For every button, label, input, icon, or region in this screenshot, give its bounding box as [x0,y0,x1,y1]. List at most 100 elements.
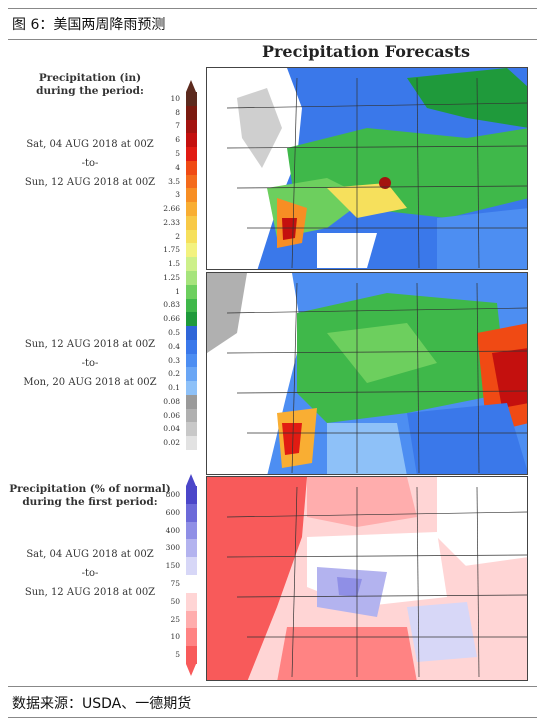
precip-tick-label: 0.08 [163,396,180,406]
legend-bottom-title: Precipitation (% of normal) during the f… [9,483,171,508]
precip-swatch [186,298,197,313]
precip-tick-label: 8 [175,107,180,117]
period2-sep: -to- [81,358,99,369]
precip-tick-label: 5 [175,148,180,158]
precip-swatch [186,422,197,437]
percent-tick-label: 800 [165,489,180,499]
precip-swatch [186,394,197,410]
precip-swatch [186,339,197,355]
figure-caption-bar: 图 6：美国两周降雨预测 [8,8,537,40]
percent-swatch [186,521,197,540]
precip-swatch [186,381,197,396]
period3-start: Sat, 04 AUG 2018 at 00Z [26,549,154,560]
precip-swatch [186,215,197,231]
precip-swatch [186,367,197,382]
percent-swatch [186,575,197,594]
percent-swatch [186,539,197,558]
precip-swatch [186,133,197,148]
precip-tick-label: 0.02 [163,438,180,448]
period3-end: Sun, 12 AUG 2018 at 00Z [24,587,156,598]
precip-swatch [186,312,197,327]
map-percent-normal [206,476,528,681]
precip-color-scale [186,92,197,451]
map-percent-graphic [207,477,527,680]
precip-tick-label: 7 [175,121,180,131]
percent-tick-label: 50 [170,596,180,606]
legend-top-title: Precipitation (in) during the period: [36,72,144,97]
map-precip-week2 [206,272,528,475]
figure-title: Precipitation Forecasts [261,42,471,61]
map-precip-week1 [206,67,528,270]
precip-tick-label: 10 [170,93,180,103]
percent-tick-label: 10 [170,632,180,642]
precip-tick-label: 0.04 [163,424,180,434]
precip-tick-label: 0.1 [168,383,180,393]
precip-tick-label: 2.66 [163,204,180,214]
percent-swatch [186,592,197,612]
precip-swatch [186,105,197,121]
percent-tick-label: 400 [165,525,180,535]
precip-swatch [186,202,197,217]
precip-tick-label: 0.66 [163,314,180,324]
source-bar: 数据来源：USDA、一德期货 [8,686,537,718]
precip-swatch [186,119,197,134]
precip-swatch [186,408,197,423]
precip-swatch [186,188,197,203]
percent-swatch [186,610,197,629]
precip-tick-label: 0.5 [168,327,180,337]
period3-sep: -to- [81,568,99,579]
precip-tick-label: 0.06 [163,410,180,420]
period1-sep: -to- [81,158,99,169]
precip-tick-label: 2.33 [163,217,180,227]
precip-tick-label: 1.5 [168,259,180,269]
map-week1-graphic [207,68,527,269]
period1-start: Sat, 04 AUG 2018 at 00Z [26,139,154,150]
percent-tick-label: 75 [170,578,180,588]
period2-end: Mon, 20 AUG 2018 at 00Z [23,377,157,388]
precip-swatch [186,147,197,162]
precip-tick-label: 4 [175,162,180,172]
figure-caption: 图 6：美国两周降雨预测 [12,17,166,33]
precip-swatch [186,174,197,189]
percent-tick-label: 25 [170,614,180,624]
source-text: 数据来源：USDA、一德期货 [12,696,192,712]
precip-swatch [186,243,197,258]
precip-arrow-down [186,450,196,462]
percent-tick-label: 5 [175,650,180,660]
precip-swatch [186,353,197,368]
precip-swatch [186,257,197,272]
precip-tick-label: 2 [175,231,180,241]
percent-swatch [186,557,197,576]
percent-normal-color-scale [186,486,197,665]
precip-arrow-up [186,80,196,92]
precip-tick-label: 1 [175,286,180,296]
precip-tick-label: 0.2 [168,369,180,379]
precip-swatch [186,271,197,286]
map-week2-graphic [207,273,527,474]
precip-swatch [186,326,197,341]
period1-end: Sun, 12 AUG 2018 at 00Z [24,177,156,188]
precip-swatch [186,436,197,451]
precip-tick-label: 0.83 [163,300,180,310]
percent-arrow-down [186,664,196,676]
precip-tick-label: 6 [175,135,180,145]
precip-tick-label: 1.25 [163,272,180,282]
percent-swatch [186,503,197,523]
period2-start: Sun, 12 AUG 2018 at 00Z [24,339,156,350]
percent-tick-label: 600 [165,507,180,517]
precip-swatch [186,160,197,176]
precip-tick-label: 0.4 [168,341,180,351]
precip-swatch [186,284,197,300]
percent-swatch [186,646,197,665]
percent-swatch [186,628,197,647]
precip-tick-label: 1.75 [163,245,180,255]
percent-arrow-up [186,474,196,486]
precip-tick-label: 0.3 [168,355,180,365]
percent-swatch [186,486,197,505]
precip-swatch [186,92,197,107]
precip-tick-label: 3 [175,190,180,200]
percent-tick-label: 300 [165,543,180,553]
percent-tick-label: 150 [165,561,180,571]
precip-tick-label: 3.5 [168,176,180,186]
precip-swatch [186,229,197,244]
